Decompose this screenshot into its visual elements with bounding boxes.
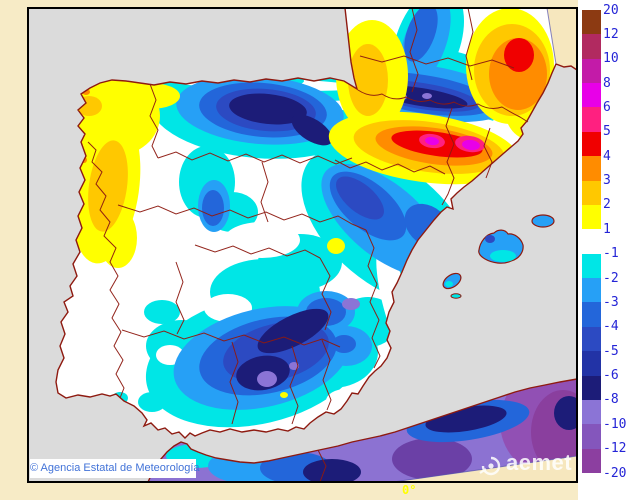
colorbar-block [582,156,601,181]
aemet-swirl-icon [479,456,501,476]
colorbar-label: -10 [603,416,627,432]
colorbar-block [582,83,601,108]
colorbar-label: -2 [603,270,619,286]
colorbar-label: -20 [603,465,627,481]
colorbar-label: -3 [603,294,619,310]
colorbar-label: 2 [603,197,611,213]
colorbar-block [582,253,601,279]
colorbar-label: 3 [603,173,611,189]
colorbar-block [582,399,601,425]
colorbar-label: 12 [603,26,619,42]
colorbar-block [582,326,601,352]
colorbar [582,10,601,473]
colorbar-label: 6 [603,99,611,115]
colorbar-label: -12 [603,441,627,457]
coastlines [55,8,577,482]
colorbar-block [582,351,601,376]
colorbar-label: 20 [603,2,619,18]
colorbar-block [582,180,601,205]
map-frame [27,7,578,483]
attribution-text: © Agencia Estatal de Meteorología [30,462,200,474]
colorbar-block [582,131,601,157]
colorbar-block [582,278,601,303]
colorbar-label: -6 [603,368,619,384]
colorbar-label: 4 [603,148,611,164]
colorbar-label: 5 [603,124,611,140]
colorbar-label: 10 [603,51,619,67]
colorbar-label: -8 [603,392,619,408]
colorbar-block [582,448,601,473]
colorbar-block [582,58,601,84]
aemet-logo-text: aemet [506,450,573,475]
colorbar-label: 8 [603,75,611,91]
colorbar-block [582,375,601,400]
colorbar-block [582,204,601,230]
colorbar-block [582,229,601,254]
colorbar-label: -5 [603,343,619,359]
colorbar-block [582,424,601,449]
colorbar-block [582,302,601,327]
colorbar-label: -1 [603,246,619,262]
province-borders [87,8,529,482]
colorbar-block [582,10,601,35]
balearic-islands [442,214,555,299]
colorbar-block [582,107,601,132]
colorbar-labels: 20 12 10 8 6 5 4 3 2 1 -1 -2 -3 -4 -5 -6 -8 -10 -12 -20 [603,3,630,481]
aemet-logo: aemet [477,450,579,478]
colorbar-block [582,34,601,59]
colorbar-label: 1 [603,221,611,237]
colorbar-label: -4 [603,319,619,335]
longitude-label: 0° [402,483,417,497]
attribution-bar: © Agencia Estatal de Meteorología [30,459,200,478]
